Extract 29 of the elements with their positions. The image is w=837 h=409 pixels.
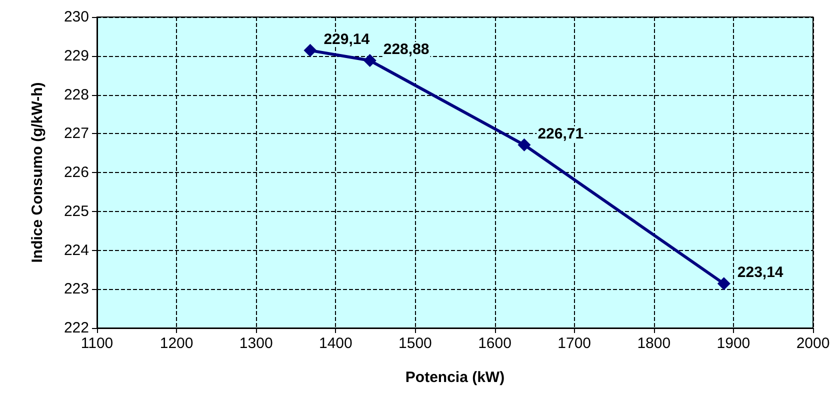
y-tick-label: 229 [64,47,89,64]
point [304,44,317,57]
point [518,138,531,152]
y-tick-label: 230 [64,8,89,26]
x-tick-label: 1600 [478,335,512,352]
data-label: 228,88 [383,41,430,58]
x-tick-label: 1100 [80,335,114,352]
y-tick-label: 222 [64,320,89,336]
y-tick-label: 225 [64,202,89,220]
data-label: 223,14 [737,264,784,282]
x-tick-label: 1300 [239,335,273,352]
x-tick-label: 1200 [160,335,194,352]
x-tick-label: 2000 [796,335,830,352]
y-tick-label: 228 [64,86,89,104]
data-label: 229,14 [324,30,370,48]
y-tick-label: 227 [64,125,89,142]
x-axis-title: Potencia (kW) [405,369,505,386]
y-tick-label: 226 [64,164,89,181]
y-axis-title: Indice Consumo (g/kW-h) [29,82,46,263]
x-tick-label: 1500 [398,335,432,352]
x-tick-label: 1700 [558,335,592,352]
x-tick-label: 1800 [637,335,671,352]
y-tick-label: 223 [64,280,89,298]
y-tick-label: 224 [64,242,89,259]
point [363,54,376,68]
x-tick-label: 1400 [318,335,352,352]
x-tick-label: 1900 [716,335,750,352]
point [717,277,730,290]
data-label: 226,71 [538,125,584,142]
